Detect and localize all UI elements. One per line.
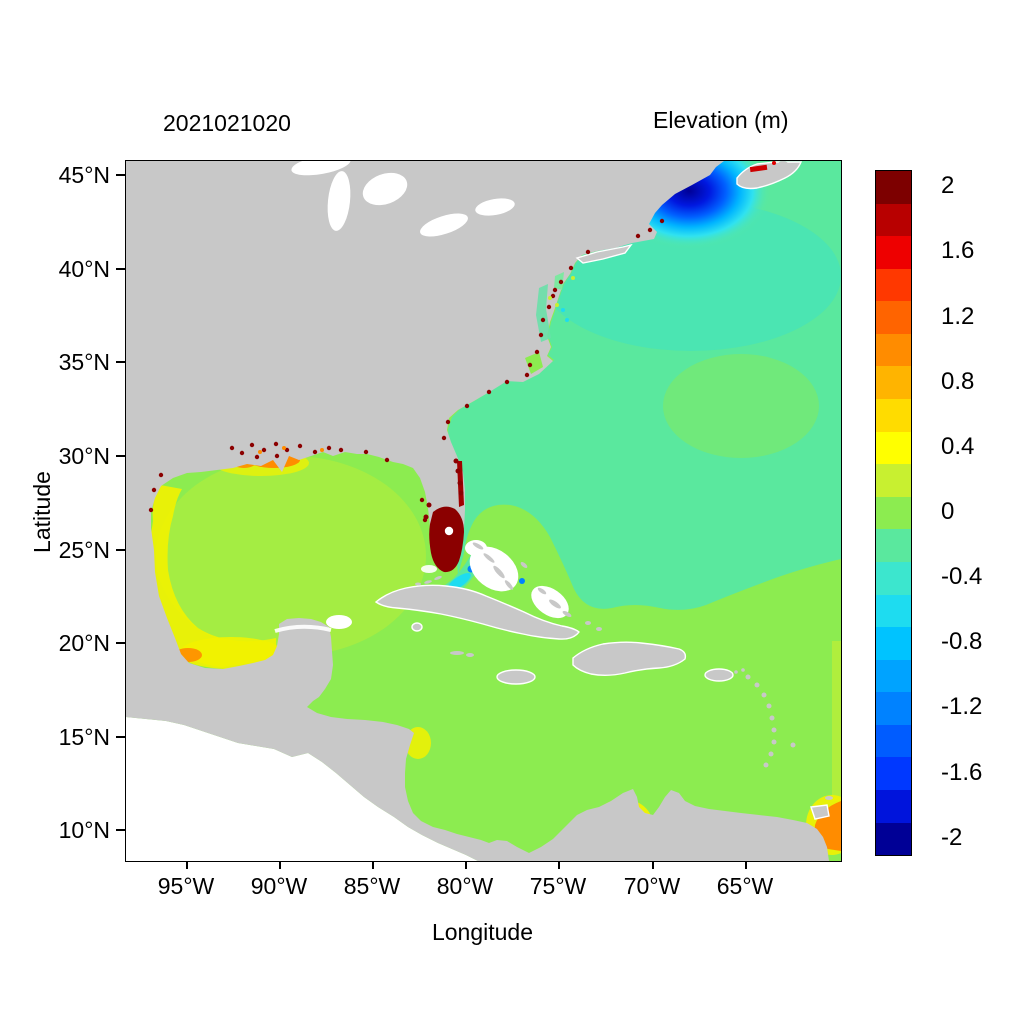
colorbar-swatch xyxy=(876,594,911,628)
colorbar-swatch xyxy=(876,236,911,269)
colorbar-tick-label: 0.4 xyxy=(941,433,975,460)
y-tick-label: 25°N xyxy=(58,537,110,563)
colorbar-swatch xyxy=(876,757,911,790)
colorbar-swatch xyxy=(876,789,911,823)
colorbar-tick-label: -1.6 xyxy=(941,759,983,786)
y-tick-label: 10°N xyxy=(58,817,110,843)
colorbar-tick-label: 1.6 xyxy=(941,237,975,264)
y-tick-label: 20°N xyxy=(58,630,110,656)
colorbar-tick-label: 2 xyxy=(941,172,955,199)
colorbar-labels: 2 1.6 1.2 0.8 0.4 0 -0.4 -0.8 -1.2 -1.6 … xyxy=(941,170,1021,854)
pacific-no-data-region xyxy=(126,717,478,861)
x-tick-mark xyxy=(465,861,467,869)
x-tick-label: 65°W xyxy=(716,873,774,899)
hispaniola xyxy=(572,641,687,676)
plot-title-datetime: 2021021020 xyxy=(163,110,291,136)
x-tick-label: 80°W xyxy=(436,873,494,899)
colorbar-swatch xyxy=(876,529,911,562)
y-tick-mark xyxy=(116,736,125,738)
map-canvas xyxy=(126,161,841,861)
y-tick-mark xyxy=(116,549,125,551)
gulf-coast-high-cells xyxy=(148,441,428,523)
cuba xyxy=(374,584,580,640)
colorbar-swatch xyxy=(876,496,911,530)
colorbar-tick-label: 1.2 xyxy=(941,303,975,330)
x-tick-label: 85°W xyxy=(343,873,401,899)
great-lakes xyxy=(291,161,515,237)
bahamas-banks xyxy=(415,540,602,631)
colorbar-title: Elevation (m) xyxy=(653,107,789,133)
puerto-rico xyxy=(704,668,734,682)
y-tick-mark xyxy=(116,829,125,831)
colorbar-tick-label: -0.8 xyxy=(941,628,983,655)
lesser-antilles xyxy=(734,668,833,820)
x-tick-mark xyxy=(372,861,374,869)
x-tick-label: 95°W xyxy=(157,873,215,899)
y-tick-mark xyxy=(116,642,125,644)
colorbar-tick-label: -1.2 xyxy=(941,693,983,720)
y-tick-mark xyxy=(116,361,125,363)
y-axis-title: Latitude xyxy=(29,471,55,553)
colorbar-tick-label: 0 xyxy=(941,498,955,525)
colorbar-swatch xyxy=(876,171,911,204)
colorbar-tick-label: -2 xyxy=(941,824,963,851)
colorbar-swatches xyxy=(875,170,912,856)
y-tick-label: 15°N xyxy=(58,724,110,750)
x-tick-mark xyxy=(279,861,281,869)
colorbar-swatch xyxy=(876,464,911,497)
jamaica xyxy=(496,669,536,685)
y-tick-mark xyxy=(116,268,125,270)
colorbar-swatch xyxy=(876,333,911,367)
long-island xyxy=(575,243,633,264)
estuaries xyxy=(525,243,633,374)
colorbar-tick-label: 0.8 xyxy=(941,368,975,395)
y-tick-label: 35°N xyxy=(58,349,110,375)
mid-atlantic-green-patch xyxy=(663,354,819,458)
y-tick-label: 45°N xyxy=(58,162,110,188)
x-tick-mark xyxy=(745,861,747,869)
continental-landmass xyxy=(126,161,829,861)
nova-scotia-high-cells xyxy=(749,164,768,173)
colorbar-swatch xyxy=(876,431,911,465)
y-tick-mark xyxy=(116,455,125,457)
atlantic-negative-anomaly-region xyxy=(448,161,841,610)
x-tick-mark xyxy=(652,861,654,869)
yucatan-shallow-fringe xyxy=(274,615,352,633)
x-axis-title: Longitude xyxy=(431,919,534,945)
lake-okeechobee xyxy=(444,526,454,536)
map-plot-area xyxy=(125,160,842,862)
colorbar-swatch xyxy=(876,822,911,856)
caribbean-islands xyxy=(374,584,734,685)
colorbar-swatch xyxy=(876,561,911,595)
colorbar-swatch xyxy=(876,659,911,693)
colorbar-swatch xyxy=(876,366,911,400)
y-tick-label: 40°N xyxy=(58,256,110,282)
colorbar-swatch xyxy=(876,268,911,302)
x-tick-mark xyxy=(186,861,188,869)
colorbar-swatch xyxy=(876,692,911,725)
atlantic-coast-high-cells xyxy=(441,218,665,441)
x-tick-mark xyxy=(558,861,560,869)
nova-scotia xyxy=(736,161,803,190)
x-tick-label: 90°W xyxy=(250,873,308,899)
colorbar-swatch xyxy=(876,301,911,334)
colorbar-swatch xyxy=(876,399,911,432)
colorbar-tick-label: -0.4 xyxy=(941,563,983,590)
colorbar-swatch xyxy=(876,203,911,237)
x-tick-label: 75°W xyxy=(529,873,587,899)
colorbar-swatch xyxy=(876,724,911,758)
y-tick-mark xyxy=(116,174,125,176)
x-tick-label: 70°W xyxy=(623,873,681,899)
y-tick-label: 30°N xyxy=(58,443,110,469)
colorbar-swatch xyxy=(876,627,911,660)
